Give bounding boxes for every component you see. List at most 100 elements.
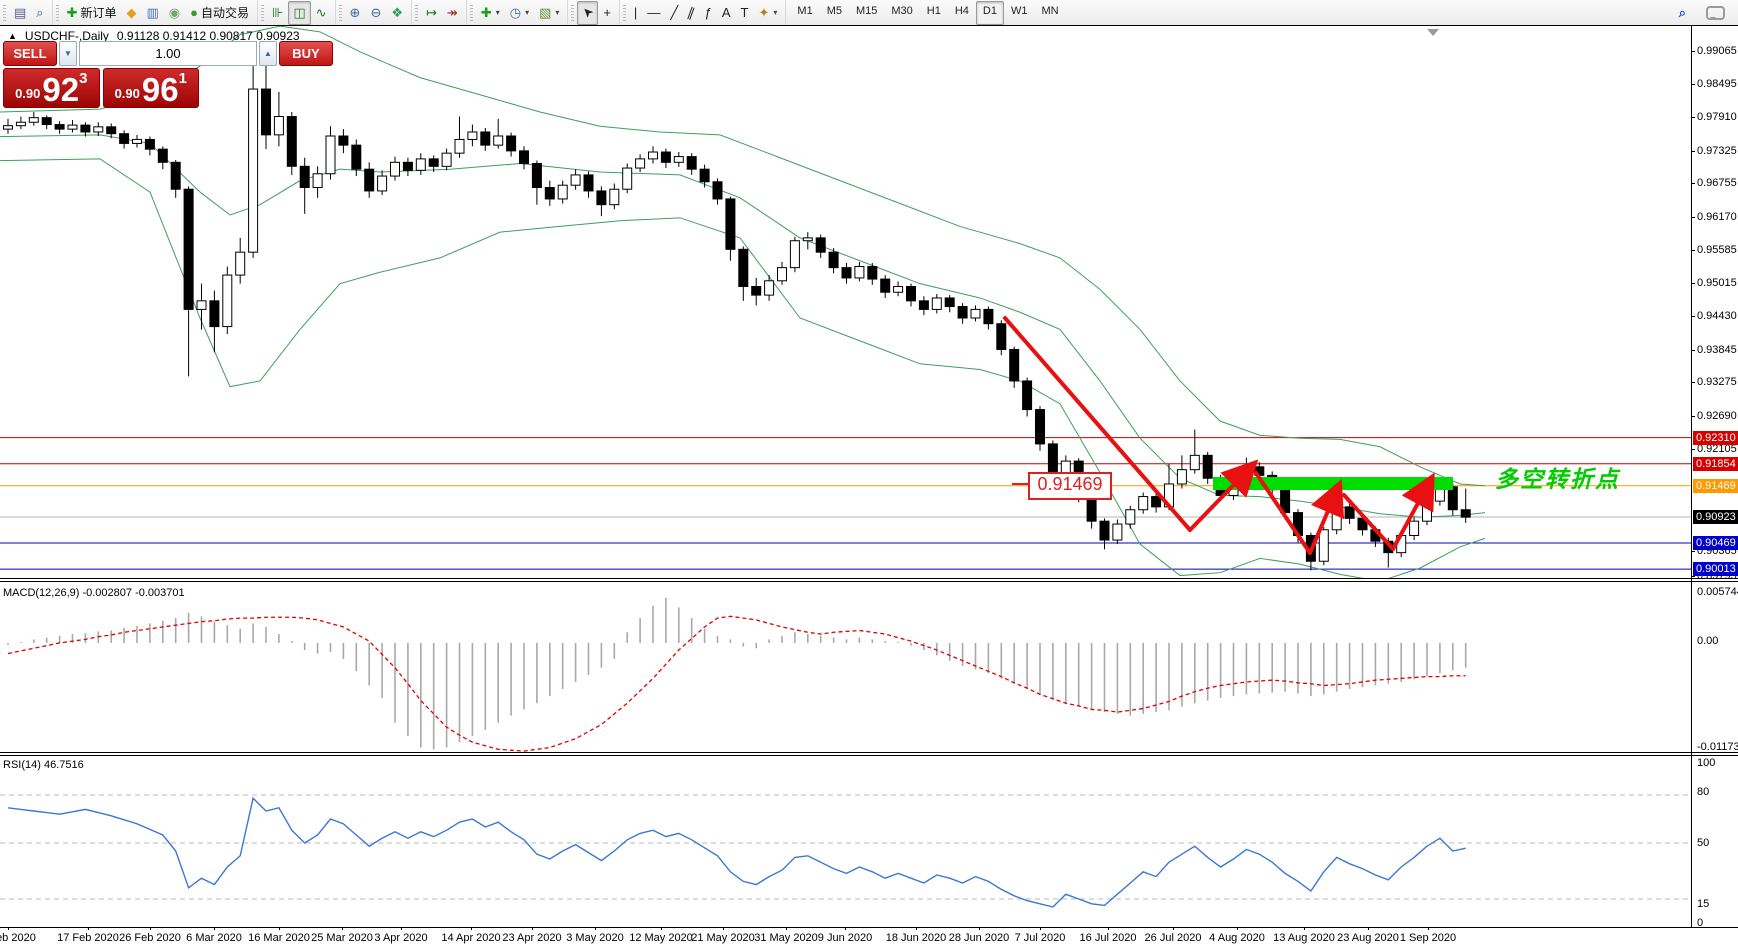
date-label[interactable]: 1 Sep 2020 <box>1399 932 1457 944</box>
chart-profiles-button[interactable]: ⌕ <box>31 1 48 25</box>
date-label[interactable]: 6 Mar 2020 <box>186 932 242 944</box>
date-label[interactable]: 28 Jun 2020 <box>948 932 1010 944</box>
crosshair-icon: + <box>603 5 611 20</box>
timeframe-m1-button[interactable]: M1 <box>797 4 813 17</box>
price-tick-0.97910: 0.97910 <box>1697 111 1737 123</box>
date-label[interactable]: 7 Feb 2020 <box>0 932 36 944</box>
timeframe-m15-button[interactable]: M15 <box>855 4 878 17</box>
shapes-button[interactable]: ✦ ▾ <box>754 1 783 25</box>
chat-button[interactable] <box>1701 1 1730 25</box>
timeframe-mn-button[interactable]: MN <box>1041 4 1059 17</box>
timeframe-h1-button[interactable]: H1 <box>926 4 941 17</box>
timeframe-h4-button[interactable]: H4 <box>954 4 969 17</box>
date-label[interactable]: 17 Feb 2020 <box>57 932 119 944</box>
volume-decrease-button[interactable]: ▼ <box>59 41 77 66</box>
date-label[interactable]: 23 Apr 2020 <box>502 932 562 944</box>
axis-tickmark <box>1691 416 1695 417</box>
new-chart-button[interactable]: ▤ <box>9 1 31 25</box>
buy-price-small: 0.90 <box>114 86 140 101</box>
zoom-out-button[interactable]: ⊖ <box>365 1 386 25</box>
trend-arrow-1[interactable] <box>1188 459 1259 532</box>
rsi-tick-15: 15 <box>1697 898 1710 910</box>
date-label[interactable]: 26 Jul 2020 <box>1144 932 1202 944</box>
buy-price-pip: 1 <box>178 70 187 87</box>
date-label[interactable]: 31 May 2020 <box>754 932 818 944</box>
axis-tickmark <box>1691 117 1695 118</box>
bar-chart-button[interactable]: ⊪ <box>267 1 288 25</box>
turning-point-note[interactable]: 多空转折点 <box>1495 466 1620 492</box>
vertical-line-button[interactable]: | <box>629 1 642 25</box>
search-button[interactable]: ⌕ <box>1674 1 1691 25</box>
price-tick-0.95015: 0.95015 <box>1697 277 1737 289</box>
trend-arrow-4[interactable] <box>1342 493 1395 551</box>
chart-shift-button[interactable]: ↠ <box>442 1 463 25</box>
horizontal-line-icon: — <box>647 5 661 20</box>
horizontal-line-button[interactable]: — <box>642 1 665 25</box>
trend-arrow-2[interactable] <box>1254 471 1312 555</box>
cursor-button[interactable]: ➤ <box>577 0 599 25</box>
auto-scroll-button[interactable]: ↦ <box>421 1 442 25</box>
date-label[interactable]: 13 Aug 2020 <box>1273 932 1335 944</box>
text-icon: A <box>721 5 731 20</box>
date-label[interactable]: 16 Mar 2020 <box>248 932 310 944</box>
date-label[interactable]: 21 May 2020 <box>691 932 755 944</box>
periods-button[interactable]: ◷ ▾ <box>505 1 534 25</box>
auto-trading-button[interactable]: ● 自动交易 <box>185 1 254 25</box>
timeframe-w1-button[interactable]: W1 <box>1010 4 1028 17</box>
chart-profiles-icon: ⌕ <box>36 5 44 20</box>
volume-increase-button[interactable]: ▲ <box>259 41 277 66</box>
date-label[interactable]: 3 Apr 2020 <box>374 932 428 944</box>
chart-shift-marker-icon[interactable] <box>1427 29 1439 36</box>
indicators-button[interactable]: ✚ ▾ <box>476 1 505 25</box>
periods-dropdown-icon[interactable]: ▾ <box>525 8 530 17</box>
date-label[interactable]: 25 Mar 2020 <box>311 932 373 944</box>
date-label[interactable]: 26 Feb 2020 <box>119 932 181 944</box>
timeframe-d1-button[interactable]: D1 <box>975 0 1004 25</box>
indicators-dropdown-icon[interactable]: ▾ <box>495 8 500 17</box>
date-label[interactable]: 16 Jul 2020 <box>1079 932 1137 944</box>
shapes-dropdown-icon[interactable]: ▾ <box>773 8 778 17</box>
one-click-collapse-icon[interactable]: ▲ <box>8 31 17 41</box>
templates-button[interactable]: ▧ ▾ <box>534 1 564 25</box>
label-button[interactable]: T <box>736 1 754 25</box>
buy-price-button[interactable]: 0.90 96 1 <box>102 68 199 108</box>
date-label[interactable]: 4 Aug 2020 <box>1209 932 1265 944</box>
sell-price-pip: 3 <box>79 70 88 87</box>
fibonacci-button[interactable]: ƒ <box>700 1 717 25</box>
market-watch-button[interactable]: ▥ <box>142 1 164 25</box>
line-chart-button[interactable]: ∿ <box>311 1 332 25</box>
date-label[interactable]: 14 Apr 2020 <box>441 932 501 944</box>
metaeditor-button[interactable]: ◆ <box>122 1 142 25</box>
date-label[interactable]: 9 Jun 2020 <box>817 932 873 944</box>
date-tickmark <box>723 927 724 930</box>
trend-arrow-3[interactable] <box>1308 478 1345 555</box>
timeframe-m30-button[interactable]: M30 <box>891 4 913 17</box>
price-note-0.91469[interactable]: 0.91469 <box>1028 472 1112 500</box>
templates-dropdown-icon[interactable]: ▾ <box>555 8 560 17</box>
timeframe-m5-button[interactable]: M5 <box>826 4 842 17</box>
tile-windows-button[interactable]: ❖ <box>386 1 408 25</box>
sell-button[interactable]: SELL <box>3 41 57 66</box>
candlestick-chart-button[interactable]: ◫ <box>288 0 311 25</box>
green-zone-rectangle[interactable] <box>1213 477 1453 490</box>
volume-input[interactable] <box>79 41 257 66</box>
date-label[interactable]: 12 May 2020 <box>629 932 693 944</box>
date-label[interactable]: 18 Jun 2020 <box>885 932 947 944</box>
rsi-tick-50: 50 <box>1697 837 1710 849</box>
trend-arrow-0[interactable] <box>1003 316 1192 532</box>
date-label[interactable]: 23 Aug 2020 <box>1337 932 1399 944</box>
auto-trading-icon: ● <box>190 5 198 20</box>
buy-button[interactable]: BUY <box>279 41 333 66</box>
zoom-out-icon: ⊖ <box>370 5 382 20</box>
date-label[interactable]: 7 Jul 2020 <box>1014 932 1066 944</box>
trendline-button[interactable]: ╱ <box>665 1 683 25</box>
crosshair-button[interactable]: + <box>598 1 616 25</box>
new-order-button[interactable]: ✚ 新订单 <box>62 1 122 25</box>
text-button[interactable]: A <box>717 1 736 25</box>
strategy-tester-button[interactable]: ◉ <box>164 1 185 25</box>
zoom-in-button[interactable]: ⊕ <box>345 1 366 25</box>
sell-price-button[interactable]: 0.90 92 3 <box>3 68 100 108</box>
trend-arrow-5[interactable] <box>1391 472 1435 551</box>
date-label[interactable]: 3 May 2020 <box>566 932 624 944</box>
